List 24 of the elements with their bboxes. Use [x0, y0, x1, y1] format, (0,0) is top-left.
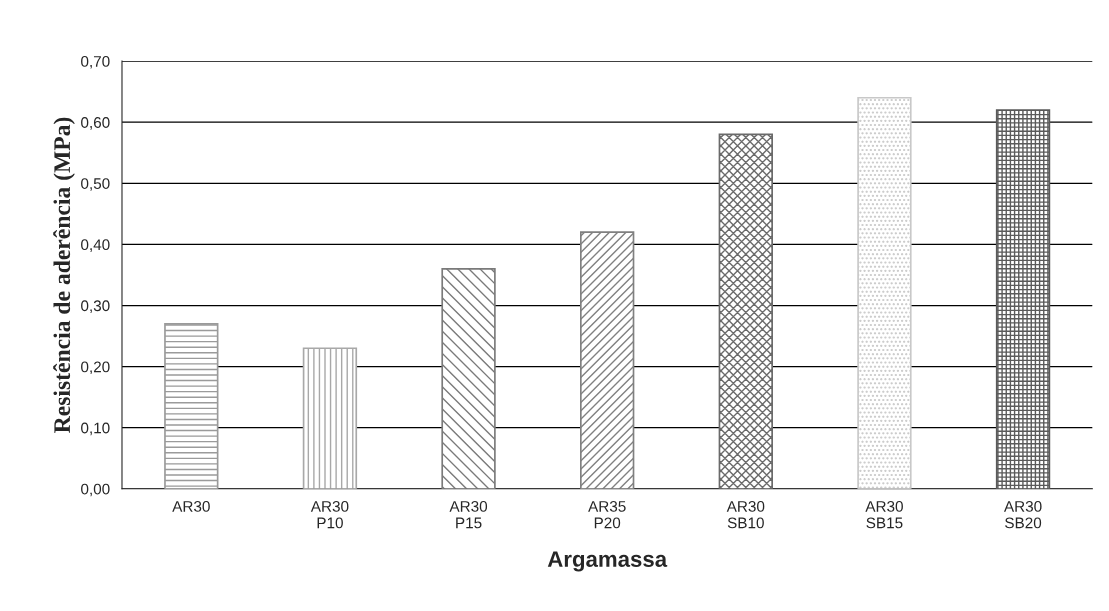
y-tick-label: 0,50 [81, 178, 110, 191]
x-axis-title: Argamassa [547, 551, 668, 572]
y-axis-title: Resistência de aderência (MPa) [53, 117, 75, 433]
x-tick-label: AR30 P15 [449, 501, 488, 529]
bar [580, 231, 635, 489]
x-tick-label: AR35 P20 [588, 501, 626, 529]
bar [718, 133, 773, 489]
x-tick-label: AR30 SB20 [1003, 501, 1042, 529]
x-tick-label: AR30 SB10 [726, 501, 765, 529]
y-tick-label: 0,70 [81, 55, 110, 69]
bar [857, 96, 912, 489]
x-tick-label: AR30 [172, 501, 210, 512]
bar [302, 347, 358, 489]
y-tick-label: 0,20 [81, 361, 110, 375]
bar [441, 268, 496, 489]
bar [164, 322, 219, 489]
x-tick-label: AR30 P10 [310, 501, 349, 529]
y-tick-label: 0,40 [81, 239, 110, 252]
y-tick-label: 0,00 [81, 483, 110, 497]
x-tick-label: AR30 SB15 [865, 501, 903, 529]
y-tick-label: 0,60 [81, 117, 110, 130]
y-tick-label: 0,10 [81, 422, 110, 436]
bar [995, 109, 1051, 489]
y-tick-label: 0,30 [81, 300, 110, 313]
